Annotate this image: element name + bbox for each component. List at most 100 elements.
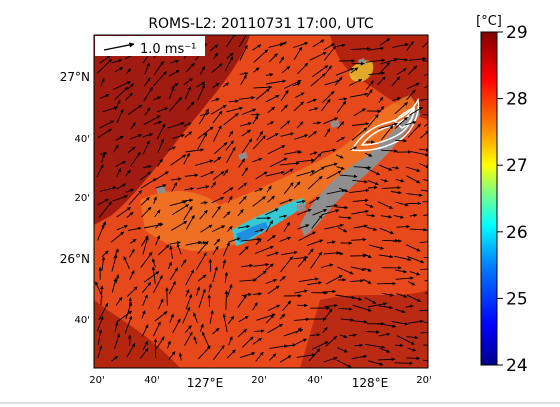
current-vector-arrow bbox=[168, 69, 180, 77]
current-vector-arrow bbox=[324, 303, 338, 308]
current-vector-arrow bbox=[279, 355, 292, 363]
current-vector-arrow bbox=[420, 268, 428, 271]
current-vector-arrow bbox=[142, 340, 148, 350]
current-vector-arrow bbox=[241, 167, 248, 177]
current-vector-arrow bbox=[323, 356, 338, 363]
current-vector-arrow bbox=[404, 120, 417, 126]
latitude-labels: 27°N 40' 20' 26°N 40' bbox=[60, 70, 90, 326]
current-vector-arrow bbox=[156, 123, 166, 140]
current-vector-arrow bbox=[129, 248, 135, 258]
current-vector-arrow bbox=[379, 347, 391, 353]
current-vector-arrow bbox=[210, 104, 227, 115]
current-vector-arrow bbox=[267, 304, 281, 312]
current-vector-arrow bbox=[279, 276, 286, 282]
current-vector-arrow bbox=[97, 345, 103, 359]
current-vector-arrow bbox=[406, 89, 416, 101]
current-vector-arrow bbox=[351, 127, 368, 141]
current-vector-arrow bbox=[366, 89, 373, 98]
current-vector-arrow bbox=[324, 128, 331, 138]
current-vector-arrow bbox=[228, 130, 234, 138]
current-vector-arrow bbox=[352, 198, 369, 203]
current-vector-arrow bbox=[101, 153, 106, 163]
colorbar-gradient bbox=[480, 31, 498, 366]
current-vector-arrow bbox=[391, 321, 409, 326]
current-vector-arrow bbox=[185, 269, 195, 286]
current-vector-arrow bbox=[420, 189, 428, 192]
current-vector-arrow bbox=[212, 266, 218, 283]
current-vector-arrow bbox=[365, 58, 386, 63]
current-vector-arrow bbox=[339, 187, 349, 193]
current-vector-arrow bbox=[252, 337, 263, 345]
current-vector-arrow bbox=[364, 166, 381, 176]
current-vector-arrow bbox=[282, 168, 294, 176]
current-vector-arrow bbox=[168, 351, 176, 360]
current-vector-arrow bbox=[129, 238, 137, 244]
current-vector-arrow bbox=[252, 196, 266, 207]
current-vector-arrow bbox=[391, 166, 400, 170]
current-vector-arrow bbox=[296, 170, 316, 177]
current-vector-arrow bbox=[126, 286, 138, 298]
current-vector-arrow bbox=[381, 292, 394, 297]
current-vector-arrow bbox=[293, 46, 303, 61]
current-vector-arrow bbox=[99, 201, 112, 218]
colorbar-unit: [°C] bbox=[476, 14, 502, 29]
current-vector-arrow bbox=[153, 196, 157, 204]
current-vector-arrow bbox=[223, 211, 231, 219]
lat-label-40b: 40' bbox=[75, 315, 90, 326]
current-vector-arrow bbox=[295, 327, 302, 334]
current-vector-arrow bbox=[422, 114, 428, 116]
current-vector-arrow bbox=[224, 290, 229, 310]
current-vector-arrow bbox=[193, 312, 198, 323]
current-vector-arrow bbox=[200, 171, 215, 178]
current-vector-arrow bbox=[322, 308, 333, 322]
current-vector-arrow bbox=[407, 347, 416, 352]
current-vector-arrow bbox=[392, 42, 409, 48]
current-vector-arrow bbox=[349, 188, 370, 194]
current-vector-arrow bbox=[269, 344, 288, 349]
current-vector-arrow bbox=[294, 289, 308, 294]
current-vector-arrow bbox=[142, 140, 150, 155]
current-vector-arrow bbox=[340, 318, 355, 322]
current-vector-arrow bbox=[241, 108, 257, 115]
current-vector-arrow bbox=[308, 130, 317, 138]
current-vector-arrow bbox=[423, 359, 428, 362]
current-vector-arrow bbox=[156, 107, 169, 113]
current-vector-arrow bbox=[423, 321, 428, 324]
current-vector-arrow bbox=[169, 313, 174, 323]
lat-label-40a: 40' bbox=[75, 134, 90, 145]
current-vector-arrow bbox=[100, 186, 117, 192]
current-vector-arrow bbox=[349, 92, 369, 98]
current-vector-arrow bbox=[339, 174, 358, 179]
current-vector-arrow bbox=[309, 51, 327, 61]
current-vector-arrow bbox=[185, 289, 190, 297]
current-vector-arrow bbox=[143, 271, 160, 283]
current-vector-arrow bbox=[115, 296, 123, 306]
current-vector-arrow bbox=[405, 304, 414, 309]
current-vector-arrow bbox=[200, 66, 206, 75]
current-vector-arrow bbox=[112, 195, 128, 202]
current-vector-arrow bbox=[154, 311, 168, 322]
island-kume bbox=[156, 186, 166, 194]
current-vector-arrow bbox=[255, 88, 270, 100]
current-vector-arrow bbox=[125, 188, 134, 193]
current-vector-arrow bbox=[337, 121, 345, 129]
current-vector-arrow bbox=[170, 59, 180, 64]
island-kerama bbox=[238, 152, 248, 160]
current-vector-arrow bbox=[176, 243, 182, 255]
current-vector-arrow bbox=[324, 79, 341, 86]
current-vector-arrow bbox=[183, 152, 190, 165]
current-vector-arrow bbox=[407, 255, 425, 264]
current-vector-arrow bbox=[308, 107, 319, 112]
current-vector-arrow bbox=[129, 134, 143, 140]
current-vector-arrow bbox=[378, 254, 394, 259]
current-vector-arrow bbox=[157, 298, 164, 310]
current-vector-arrow bbox=[419, 308, 428, 313]
current-vector-arrow bbox=[368, 244, 384, 250]
current-vector-arrow bbox=[364, 203, 374, 208]
current-vector-arrow bbox=[321, 98, 331, 112]
current-vector-arrow bbox=[222, 187, 234, 195]
current-vector-arrow bbox=[129, 270, 135, 281]
current-vector-arrow bbox=[323, 251, 341, 255]
current-vector-arrow bbox=[185, 148, 205, 153]
current-vector-arrow bbox=[195, 286, 201, 296]
